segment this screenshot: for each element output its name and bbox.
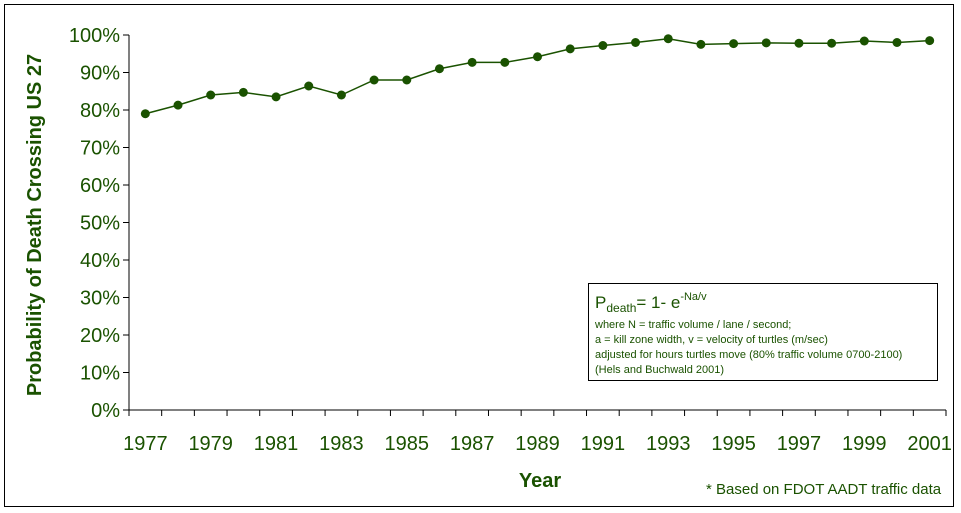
data-point [533, 52, 542, 62]
formula-note-4: (Hels and Buchwald 2001) [595, 364, 725, 376]
series [140, 34, 935, 119]
data-point [369, 75, 379, 85]
data-point [271, 92, 281, 102]
data-point [663, 34, 673, 44]
x-tick-label: 1985 [385, 433, 430, 455]
y-tick-label: 70% [80, 138, 120, 160]
formula-body: = 1- e [636, 293, 681, 312]
x-tick-label: 1981 [254, 433, 299, 455]
x-tick-label: 1977 [123, 433, 168, 455]
formula-exponent: -Na/v [680, 291, 707, 303]
data-point [729, 39, 739, 49]
x-tick-label: 1987 [450, 433, 495, 455]
x-tick-label: 1999 [842, 433, 887, 455]
axes [123, 34, 947, 416]
y-tick-label: 30% [80, 288, 120, 310]
formula: Pdeath= 1- e-Na/v [595, 287, 931, 318]
data-point [402, 75, 412, 85]
data-point [631, 38, 641, 47]
x-tick-label: 1979 [188, 433, 233, 455]
data-point [500, 57, 510, 67]
formula-p: P [595, 293, 607, 312]
data-point [206, 90, 216, 100]
data-point [859, 36, 869, 46]
y-tick-label: 10% [80, 363, 120, 385]
data-point [761, 38, 771, 48]
x-tick-label: 1989 [515, 433, 560, 455]
formula-subscript: death [606, 301, 637, 315]
data-point [794, 38, 804, 48]
data-point [336, 90, 346, 100]
data-point [827, 38, 837, 48]
x-tick-labels: 1977 1979 1981 1983 1985 1987 1989 1991 1993 1995… [123, 433, 952, 455]
data-point [892, 38, 902, 47]
y-tick-label: 90% [80, 63, 120, 85]
x-tick-label: 2001 [907, 433, 952, 455]
y-tick-label: 20% [80, 325, 120, 347]
data-point [598, 41, 608, 50]
formula-box: Pdeath= 1- e-Na/v where N = traffic volu… [588, 283, 938, 381]
data-point [140, 109, 150, 119]
y-tick-label: 100% [69, 25, 120, 47]
y-tick-label: 50% [80, 213, 120, 235]
x-axis-title: Year [519, 470, 561, 492]
data-point [565, 44, 575, 54]
y-tick-label: 80% [80, 100, 120, 122]
data-point [434, 64, 444, 74]
data-point [238, 87, 248, 97]
series-line [145, 37, 930, 115]
formula-note-1: where N = traffic volume / lane / second… [595, 319, 792, 331]
data-point [467, 57, 477, 67]
y-tick-label: 40% [80, 250, 120, 272]
formula-note-2: a = kill zone width, v = velocity of tur… [595, 334, 828, 346]
x-tick-label: 1993 [646, 433, 691, 455]
source-note: * Based on FDOT AADT traffic data [706, 481, 942, 498]
x-tick-label: 1997 [777, 433, 822, 455]
y-axis-title: Probability of Death Crossing US 27 [24, 54, 46, 396]
data-point [696, 39, 706, 49]
data-point [304, 81, 314, 91]
x-tick-label: 1991 [581, 433, 626, 455]
x-tick-label: 1995 [711, 433, 756, 455]
x-tick-label: 1983 [319, 433, 364, 455]
chart-frame [4, 4, 954, 507]
y-tick-label: 60% [80, 175, 120, 197]
y-tick-label: 0% [91, 400, 120, 422]
formula-note-3: adjusted for hours turtles move (80% tra… [595, 349, 903, 361]
data-point [173, 100, 183, 110]
data-point [925, 36, 935, 46]
y-tick-labels: 0% 10% 20% 30% 40% 50% 60% 70% 80% 90% 100% [69, 25, 120, 422]
